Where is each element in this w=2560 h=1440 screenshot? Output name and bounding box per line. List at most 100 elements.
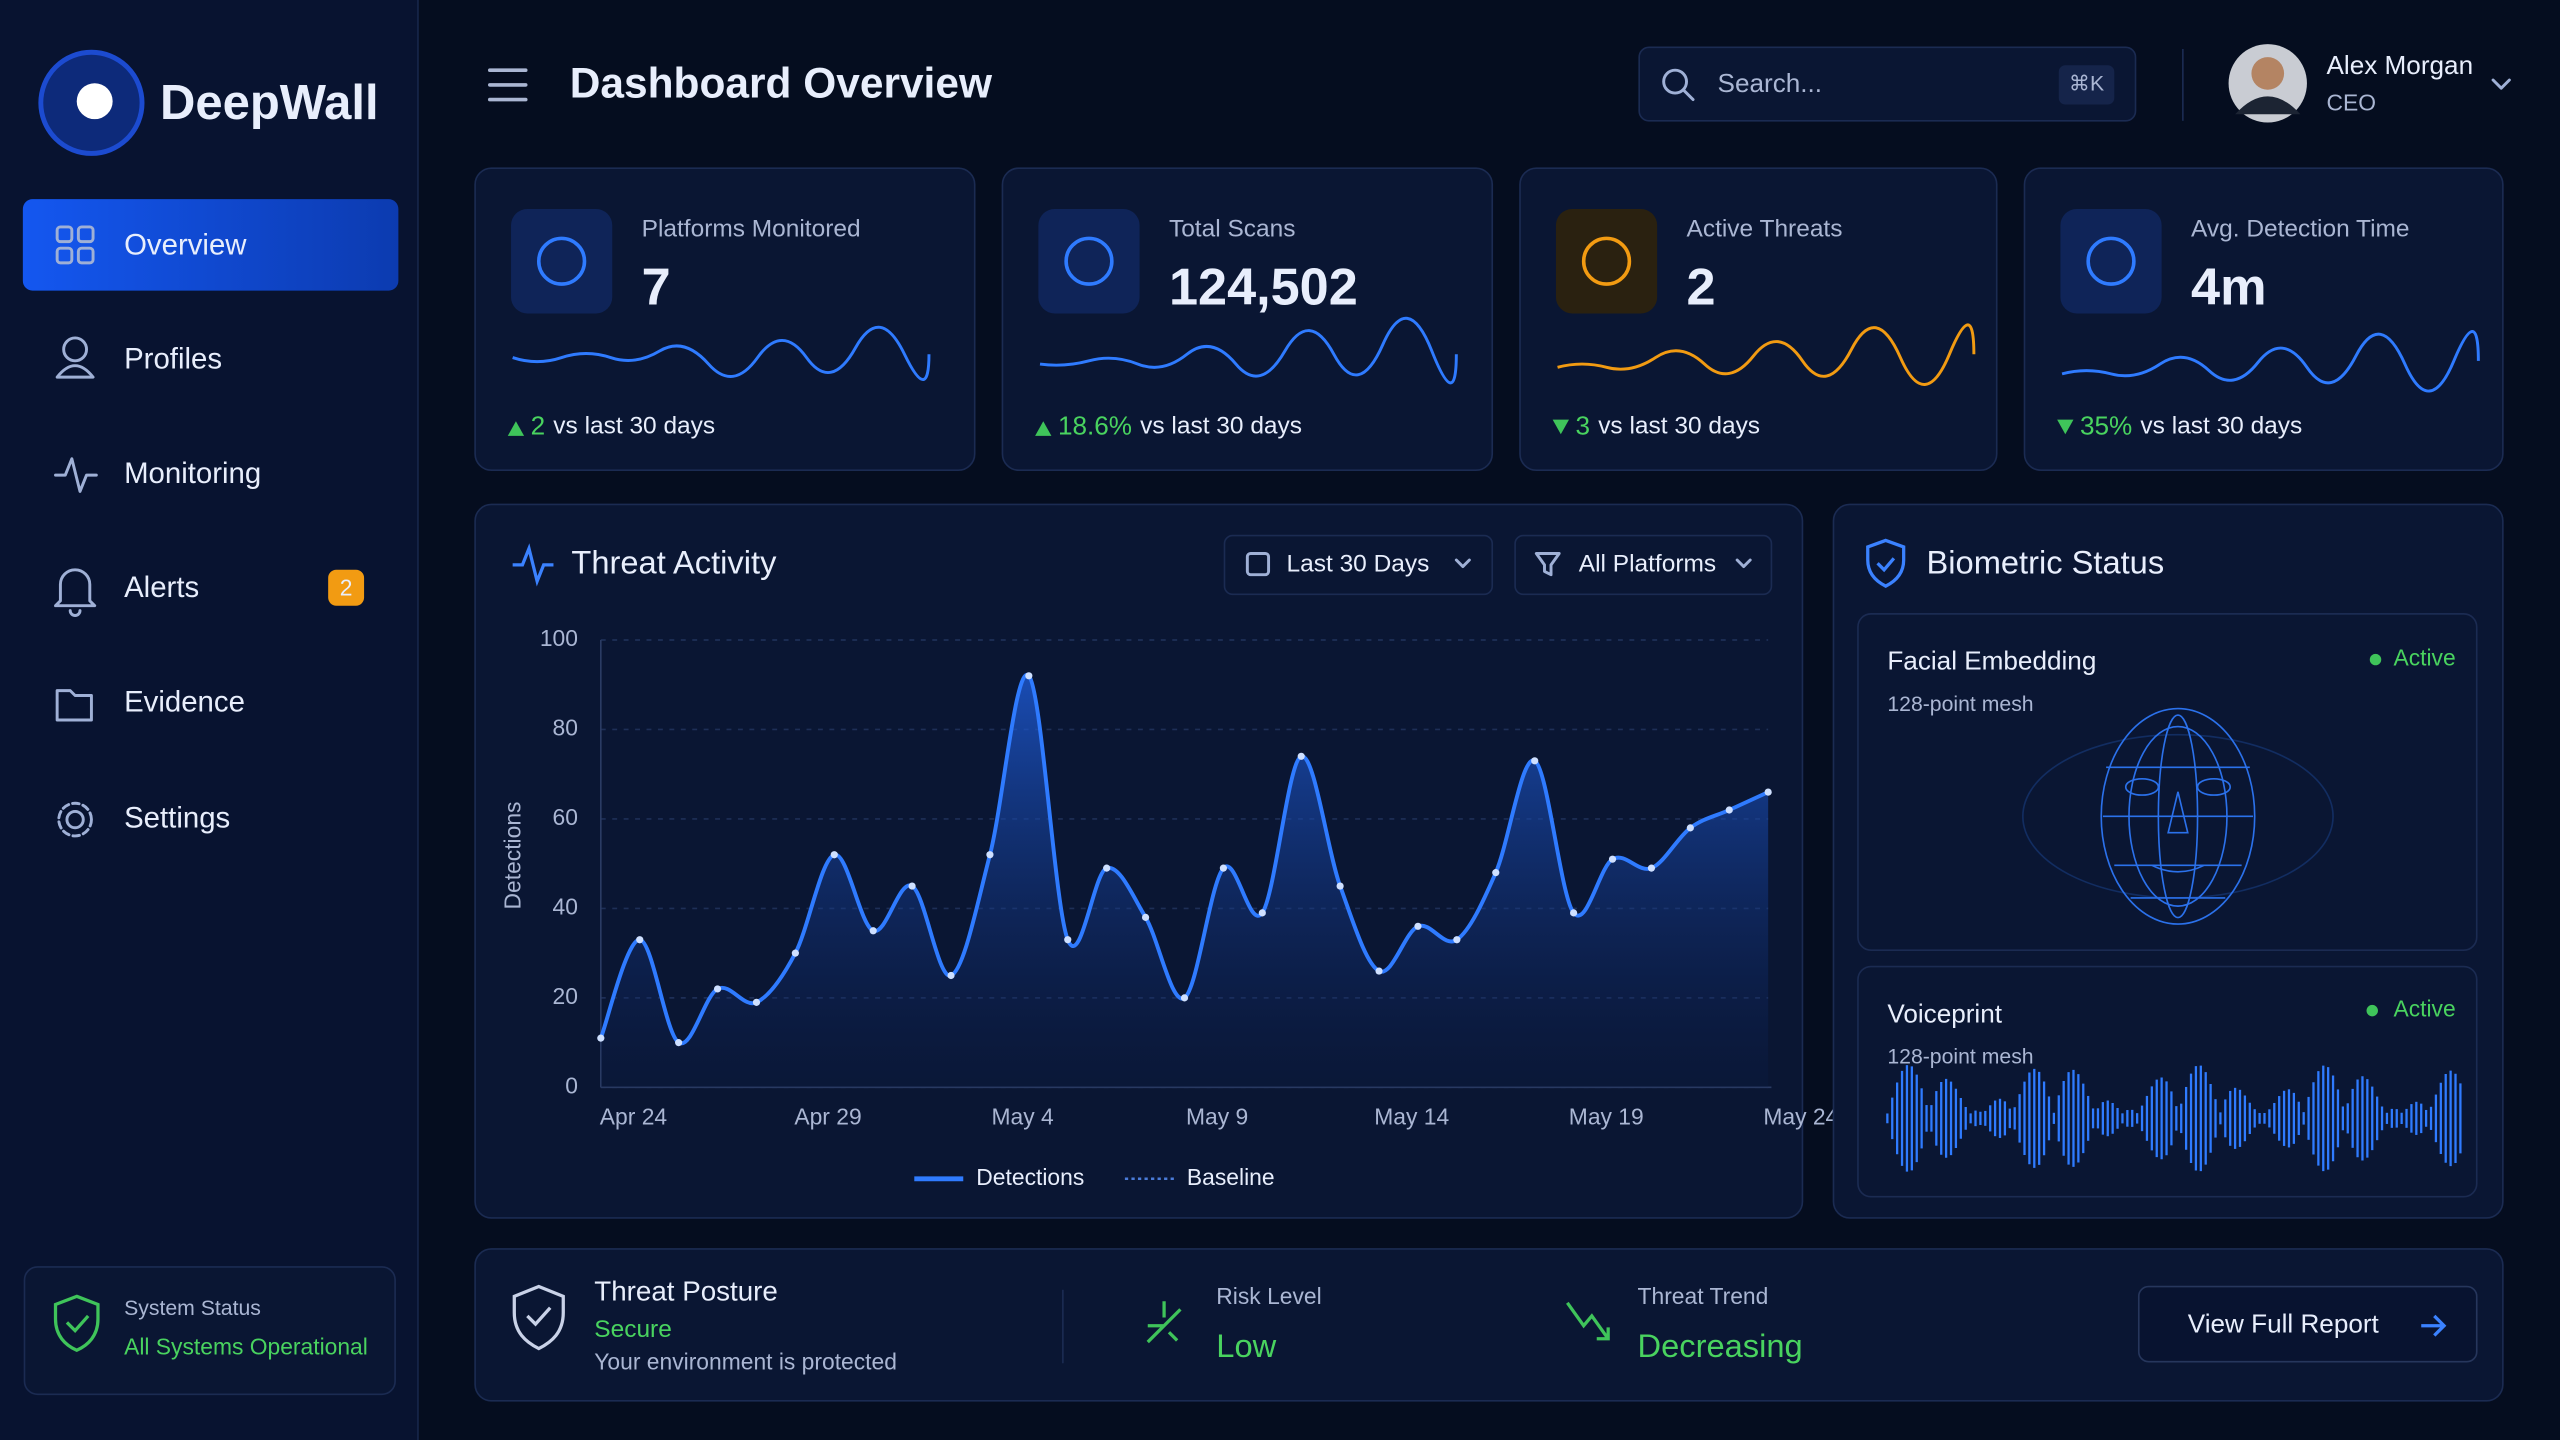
status-title: System Status (124, 1297, 261, 1320)
nav-active[interactable] (22, 199, 399, 291)
kpi-delta-text: vs last 30 days (2140, 413, 2302, 440)
kpi-delta-text: vs last 30 days (1598, 413, 1760, 440)
kpi-sparkline (512, 325, 931, 381)
nav-item[interactable]: Settings (124, 801, 230, 834)
x-tick-label: May 14 (1374, 1103, 1449, 1129)
x-tick-label: Apr 24 (600, 1103, 668, 1129)
point (1336, 882, 1344, 890)
point (1531, 757, 1539, 765)
legend-label: Detections (976, 1164, 1084, 1190)
point (1492, 869, 1500, 877)
nav-item[interactable]: Overview (124, 228, 247, 261)
search[interactable] (1638, 46, 2137, 122)
bio-name: Facial Embedding (1887, 646, 2096, 676)
y-tick-label: 60 (553, 804, 578, 830)
nav-item[interactable]: Alerts (124, 571, 199, 604)
range-filter[interactable] (1223, 534, 1494, 596)
posture-text: Your environment is protected (594, 1348, 897, 1374)
trend-value: Decreasing (1638, 1327, 1803, 1364)
point (869, 927, 877, 935)
nav-item[interactable]: Monitoring (124, 457, 261, 490)
point (1297, 752, 1305, 760)
status-text: All Systems Operational (124, 1334, 368, 1360)
y-tick-label: 20 (553, 983, 578, 1009)
point (1375, 967, 1383, 975)
point (1608, 855, 1617, 863)
nav-item[interactable]: Evidence (124, 685, 245, 718)
point (830, 851, 838, 859)
kpi-delta-text: vs last 30 days (553, 413, 715, 440)
search-placeholder: Search... (1718, 68, 1823, 98)
badge: 2 (340, 574, 353, 600)
point (1180, 994, 1189, 1002)
point (1258, 909, 1266, 917)
kpi-label: Active Threats (1687, 216, 1843, 243)
point (1764, 788, 1772, 796)
kpi-value: 7 (642, 258, 671, 316)
x-tick-label: May 19 (1569, 1103, 1644, 1129)
point (1570, 909, 1578, 917)
kpi-delta-arrow (1552, 419, 1569, 435)
nav-item[interactable]: Profiles (124, 343, 222, 376)
y-axis-label: Detections (499, 802, 525, 910)
posture-status: Secure (594, 1316, 672, 1343)
y-tick-label: 0 (565, 1072, 578, 1098)
kpi-icon-glyph (2086, 236, 2136, 286)
x-tick-label: May 4 (991, 1103, 1054, 1129)
kpi-icon (1555, 208, 1658, 314)
point (675, 1039, 683, 1047)
report-button-label: View Full Report (2188, 1309, 2380, 1339)
kpi-delta-value: 35% (2080, 411, 2132, 441)
point (1647, 864, 1656, 872)
kpi-sparkline (2061, 329, 2480, 393)
x-tick-label: May 24 (1763, 1103, 1838, 1129)
shortcut: ⌘K (2069, 73, 2104, 96)
y-tick-label: 40 (553, 893, 578, 919)
kpi-value: 4m (2191, 258, 2267, 316)
kpi-sparkline (1039, 316, 1458, 385)
y-tick-label: 80 (553, 715, 578, 741)
report-button[interactable] (2137, 1285, 2478, 1363)
point (1025, 672, 1033, 680)
trend-label: Threat Trend (1638, 1283, 1769, 1309)
point (713, 985, 722, 993)
point (908, 882, 916, 890)
bio-sub: 128-point mesh (1887, 1046, 2033, 1069)
point (1453, 936, 1461, 944)
point (752, 998, 761, 1006)
page-title: Dashboard Overview (570, 60, 993, 107)
kpi-delta: 3 vs last 30 days (1576, 411, 1761, 441)
area (600, 674, 1769, 1088)
platform-label: All Platforms (1579, 550, 1716, 577)
point (636, 936, 644, 944)
kpi-delta-value: 2 (531, 411, 546, 441)
point (1103, 864, 1111, 872)
kpi-icon (2060, 208, 2162, 314)
kpi-icon (511, 208, 613, 314)
kpi-icon-glyph (1581, 236, 1632, 286)
kpi-delta-text: vs last 30 days (1140, 413, 1302, 440)
bio-status: Active (2393, 996, 2455, 1022)
point (1219, 864, 1227, 872)
platform-filter[interactable] (1514, 534, 1773, 596)
point (1064, 936, 1072, 944)
point (1686, 824, 1694, 832)
range-label: Last 30 Days (1287, 550, 1430, 577)
risk-label: Risk Level (1216, 1283, 1321, 1309)
kpi-delta-arrow (2057, 419, 2074, 435)
brand: DeepWall (160, 76, 379, 130)
user-role: CEO (2327, 90, 2377, 116)
kpi-delta-arrow (507, 421, 525, 436)
kpi-delta-value: 3 (1576, 411, 1591, 441)
user-name: Alex Morgan (2327, 50, 2474, 80)
y-tick-label: 100 (540, 625, 578, 651)
bio-name: Voiceprint (1887, 998, 2002, 1028)
kpi-value: 124,502 (1169, 258, 1358, 316)
risk-value: Low (1216, 1327, 1276, 1364)
legend-label: Baseline (1187, 1164, 1275, 1190)
kpi-icon-glyph (536, 236, 587, 286)
point (597, 1034, 605, 1042)
x-tick-label: May 9 (1186, 1103, 1248, 1129)
point (1414, 922, 1422, 930)
